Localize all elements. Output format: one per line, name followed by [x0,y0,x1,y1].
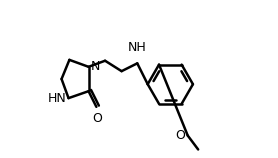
Text: NH: NH [128,41,147,54]
Text: O: O [175,129,185,142]
Text: N: N [91,60,100,73]
Text: O: O [92,112,102,125]
Text: HN: HN [48,92,67,105]
